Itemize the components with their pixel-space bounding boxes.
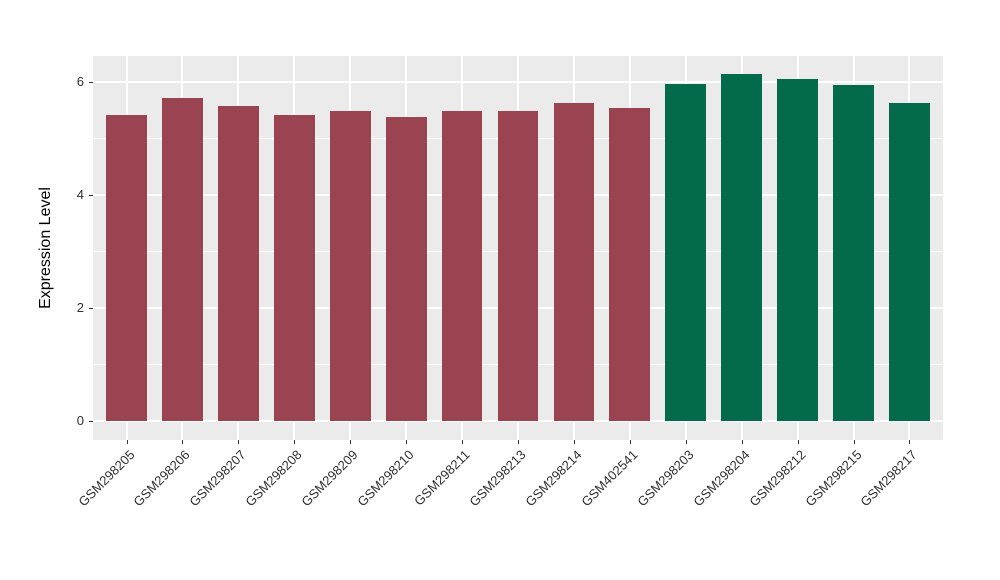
x-tick-mark — [573, 440, 575, 444]
x-tick-mark — [350, 440, 352, 444]
bar-GSM298205 — [106, 114, 147, 421]
bar-GSM298217 — [889, 102, 930, 421]
y-tick-mark — [89, 81, 93, 83]
x-tick-label: GSM298203 — [634, 447, 697, 510]
bar-GSM298213 — [497, 111, 539, 421]
bar-GSM298207 — [217, 106, 259, 421]
x-tick-label: GSM298204 — [690, 447, 753, 510]
x-tick-label: GSM298208 — [242, 447, 305, 510]
x-tick-label: GSM298212 — [745, 447, 809, 510]
x-tick-label: GSM298205 — [74, 447, 138, 510]
bar-GSM298206 — [162, 98, 203, 421]
x-tick-mark — [406, 440, 408, 444]
x-tick-label: GSM298206 — [130, 447, 194, 510]
x-tick-label: GSM298214 — [522, 447, 585, 510]
bar-GSM298212 — [777, 79, 818, 421]
x-tick-mark — [462, 440, 464, 444]
x-tick-mark — [853, 440, 855, 444]
x-tick-mark — [685, 440, 687, 444]
bar-GSM298203 — [665, 84, 707, 421]
x-tick-mark — [629, 440, 631, 444]
x-tick-label: GSM402541 — [578, 447, 641, 510]
x-tick-label: GSM298207 — [186, 447, 249, 510]
x-tick-label: GSM298209 — [298, 447, 361, 510]
x-tick-label: GSM298213 — [466, 447, 529, 510]
x-tick-label: GSM298210 — [354, 447, 417, 510]
y-axis-title: Expression Level — [37, 187, 54, 309]
x-tick-mark — [294, 440, 296, 444]
x-tick-label: GSM298211 — [411, 447, 473, 509]
y-tick-mark — [89, 307, 93, 309]
y-tick-mark — [89, 194, 93, 196]
x-tick-mark — [909, 440, 911, 444]
bar-GSM298211 — [441, 111, 483, 421]
bar-GSM402541 — [609, 107, 651, 421]
bar-GSM298208 — [273, 115, 315, 421]
x-tick-mark — [518, 440, 519, 444]
bar-GSM298204 — [721, 74, 763, 421]
x-tick-mark — [126, 440, 128, 444]
x-tick-mark — [182, 440, 184, 444]
y-tick-label: 4 — [76, 186, 84, 202]
bar-GSM298215 — [833, 84, 874, 421]
y-tick-label: 2 — [76, 299, 84, 315]
bar-GSM298209 — [329, 111, 371, 421]
plot-area — [93, 56, 943, 440]
x-tick-mark — [238, 440, 240, 444]
y-tick-mark — [89, 420, 93, 422]
bar-GSM298210 — [385, 116, 427, 421]
x-tick-label: GSM298215 — [801, 447, 865, 510]
x-tick-mark — [797, 440, 799, 444]
x-tick-mark — [741, 440, 743, 444]
y-tick-label: 6 — [76, 73, 84, 89]
bar-GSM298214 — [553, 103, 595, 421]
x-tick-label: GSM298217 — [857, 447, 921, 510]
y-tick-label: 0 — [76, 412, 84, 428]
